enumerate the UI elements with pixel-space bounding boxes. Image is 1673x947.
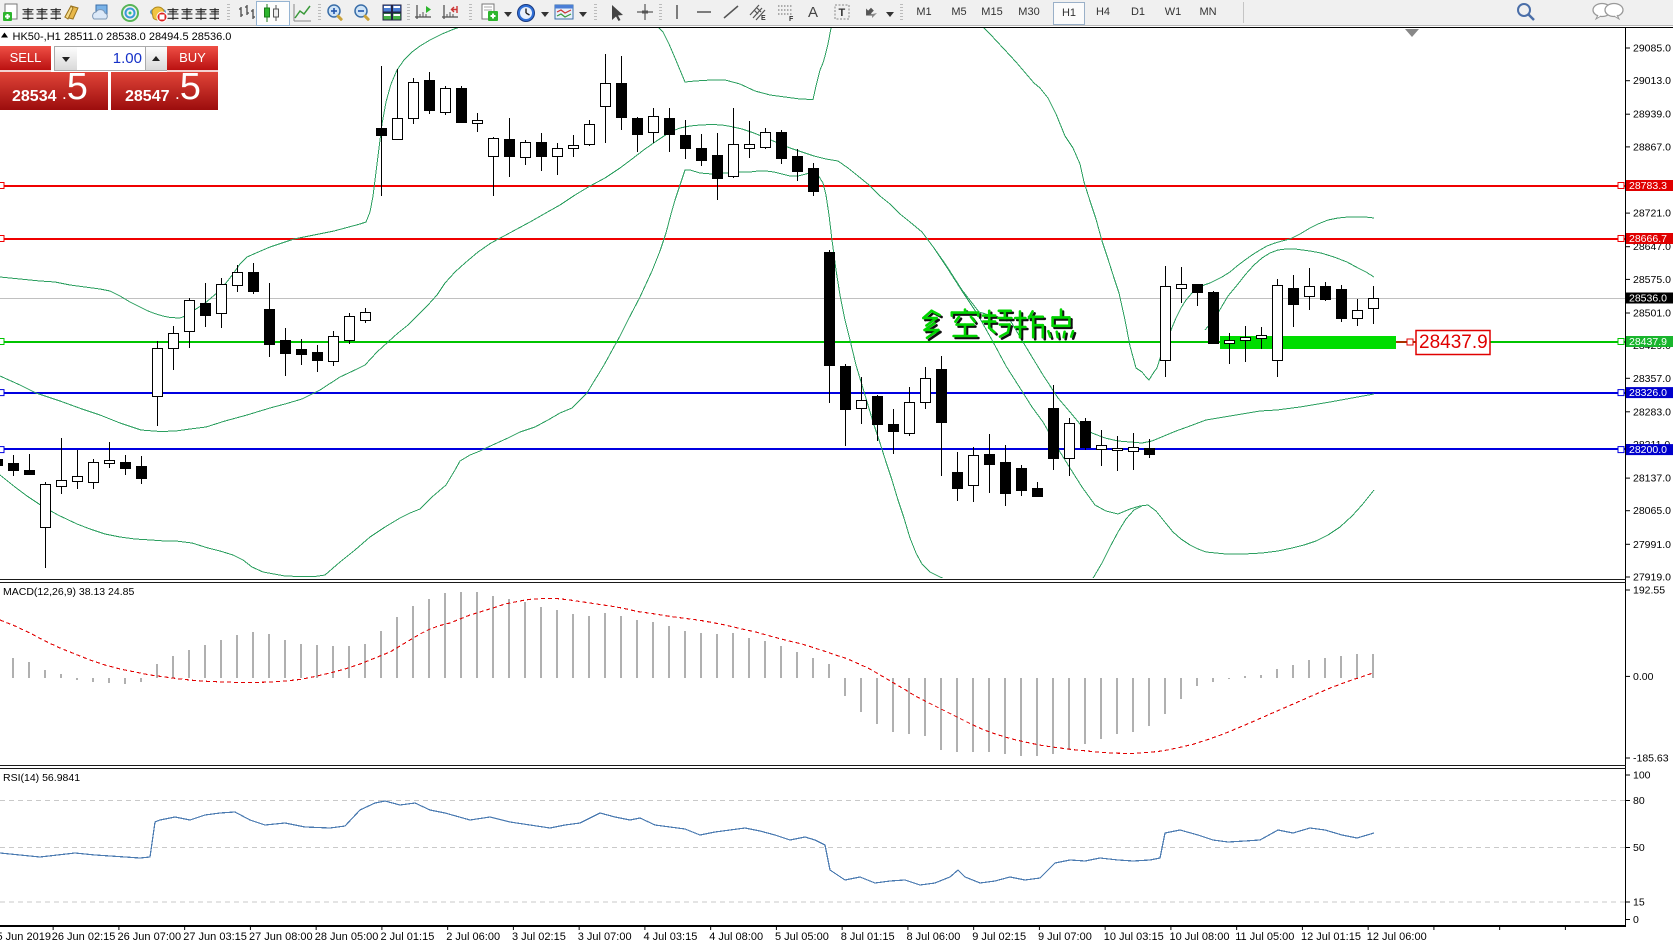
svg-text:28200.0: 28200.0 [1629, 444, 1667, 456]
svg-text:RSI(14) 56.9841: RSI(14) 56.9841 [3, 772, 80, 784]
svg-text:50: 50 [1633, 842, 1645, 854]
svg-text:4 Jul 03:15: 4 Jul 03:15 [644, 931, 698, 943]
svg-text:28501.0: 28501.0 [1633, 308, 1671, 320]
svg-text:0.00: 0.00 [1633, 671, 1654, 683]
svg-text:28437.9: 28437.9 [1629, 336, 1667, 348]
svg-text:3 Jul 07:00: 3 Jul 07:00 [578, 931, 632, 943]
svg-text:27919.0: 27919.0 [1633, 572, 1671, 584]
svg-text:12 Jul 06:00: 12 Jul 06:00 [1367, 931, 1427, 943]
svg-text:-185.63: -185.63 [1633, 753, 1669, 765]
svg-text:27 Jun 03:15: 27 Jun 03:15 [183, 931, 247, 943]
svg-text:28 Jun 05:00: 28 Jun 05:00 [315, 931, 379, 943]
svg-text:10 Jul 08:00: 10 Jul 08:00 [1170, 931, 1230, 943]
svg-text:5 Jul 05:00: 5 Jul 05:00 [775, 931, 829, 943]
svg-text:4 Jul 08:00: 4 Jul 08:00 [709, 931, 763, 943]
svg-text:28666.7: 28666.7 [1629, 233, 1667, 245]
svg-text:3 Jul 02:15: 3 Jul 02:15 [512, 931, 566, 943]
svg-text:28065.0: 28065.0 [1633, 505, 1671, 517]
svg-text:28283.0: 28283.0 [1633, 406, 1671, 418]
svg-text:192.55: 192.55 [1633, 585, 1665, 597]
svg-text:28536.0: 28536.0 [1629, 293, 1667, 305]
svg-text:8 Jul 01:15: 8 Jul 01:15 [841, 931, 895, 943]
svg-text:28783.3: 28783.3 [1629, 180, 1667, 192]
svg-text:0: 0 [1633, 914, 1639, 926]
svg-text:28137.0: 28137.0 [1633, 473, 1671, 485]
svg-text:T: T [839, 7, 846, 19]
svg-text:9 Jul 02:15: 9 Jul 02:15 [972, 931, 1026, 943]
svg-text:2 Jul 01:15: 2 Jul 01:15 [381, 931, 435, 943]
svg-text:5 Jun 2019: 5 Jun 2019 [0, 931, 51, 943]
svg-text:10 Jul 03:15: 10 Jul 03:15 [1104, 931, 1164, 943]
svg-text:28575.0: 28575.0 [1633, 274, 1671, 286]
svg-text:27 Jun 08:00: 27 Jun 08:00 [249, 931, 313, 943]
svg-text:28511.0 28538.0 28494.5 28536.: 28511.0 28538.0 28494.5 28536.0 [64, 31, 231, 43]
svg-text:2 Jul 06:00: 2 Jul 06:00 [446, 931, 500, 943]
svg-text:MACD(12,26,9) 38.13 24.85: MACD(12,26,9) 38.13 24.85 [3, 586, 134, 598]
svg-text:F: F [789, 16, 794, 23]
svg-text:80: 80 [1633, 795, 1645, 807]
svg-text:29085.0: 29085.0 [1633, 43, 1671, 55]
svg-text:29013.0: 29013.0 [1633, 75, 1671, 87]
svg-text:12 Jul 01:15: 12 Jul 01:15 [1301, 931, 1361, 943]
svg-text:28721.0: 28721.0 [1633, 208, 1671, 220]
svg-text:26 Jun 02:15: 26 Jun 02:15 [52, 931, 116, 943]
svg-text:9 Jul 07:00: 9 Jul 07:00 [1038, 931, 1092, 943]
svg-text:27991.0: 27991.0 [1633, 539, 1671, 551]
svg-text:HK50-,H1: HK50-,H1 [13, 31, 61, 43]
svg-text:26 Jun 07:00: 26 Jun 07:00 [118, 931, 182, 943]
svg-text:15: 15 [1633, 897, 1645, 909]
svg-text:28867.0: 28867.0 [1633, 141, 1671, 153]
svg-text:28326.0: 28326.0 [1629, 387, 1667, 399]
svg-text:E: E [761, 15, 766, 22]
svg-text:100: 100 [1633, 770, 1651, 782]
svg-text:11 Jul 05:00: 11 Jul 05:00 [1235, 931, 1294, 943]
svg-text:8 Jul 06:00: 8 Jul 06:00 [907, 931, 961, 943]
svg-text:28647.0: 28647.0 [1633, 241, 1671, 253]
svg-text:28939.0: 28939.0 [1633, 109, 1671, 121]
svg-text:28437.9: 28437.9 [1419, 332, 1488, 353]
svg-text:28357.0: 28357.0 [1633, 373, 1671, 385]
